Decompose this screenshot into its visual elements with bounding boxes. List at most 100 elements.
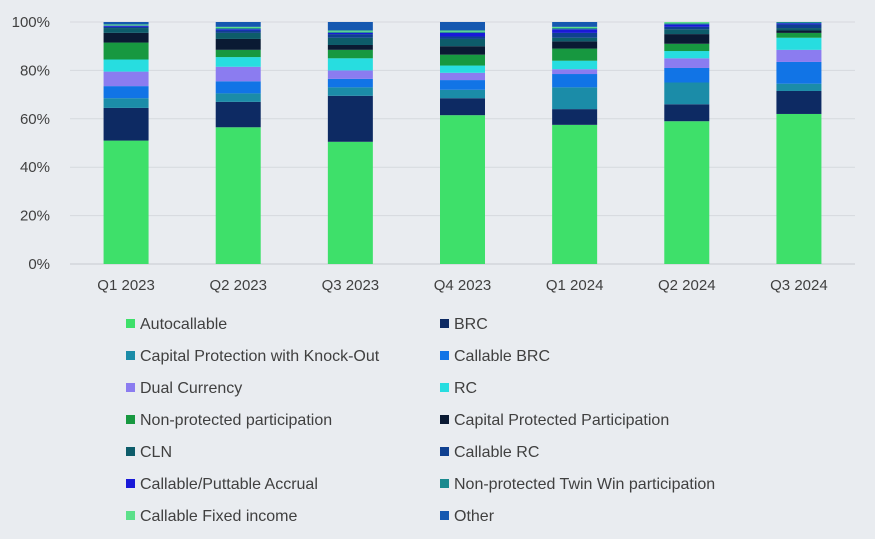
x-tick-label: Q1 2023	[97, 277, 155, 294]
bar-segment	[103, 26, 149, 29]
bar-segment	[440, 65, 485, 73]
bar-segment	[776, 24, 822, 29]
bar-segment	[215, 30, 261, 33]
x-axis-ticks: Q1 2023 Q2 2023 Q3 2023 Q4 2023 Q1 2024 Q2 20…	[97, 277, 827, 294]
y-tick-label: 0%	[28, 256, 50, 273]
bar-segment	[552, 109, 598, 125]
bar-segment	[215, 38, 261, 50]
bar-segment	[440, 54, 485, 66]
legend-item: Capital Protected Participation	[440, 412, 669, 429]
legend-item: RC	[440, 380, 477, 397]
bar-segment	[440, 38, 485, 47]
bar-segment	[776, 113, 822, 265]
bar-segment	[552, 37, 598, 42]
bar-segment	[215, 81, 261, 94]
bar-segment	[440, 30, 485, 32]
legend-swatch	[440, 351, 449, 360]
y-axis-ticks: 0% 20% 40% 60% 80% 100%	[12, 14, 50, 273]
legend-swatch	[126, 479, 135, 488]
bar-segment	[664, 22, 710, 24]
bar-segment	[552, 87, 598, 110]
bar-segment	[440, 115, 485, 264]
bar-segment	[103, 107, 149, 141]
bar-segment	[215, 22, 261, 27]
bar-segment	[440, 31, 485, 33]
legend-label: Capital Protected Participation	[454, 412, 669, 429]
bar-segment	[327, 22, 373, 31]
x-tick-label: Q3 2024	[770, 277, 828, 294]
legend-label: Dual Currency	[140, 380, 242, 397]
bars	[103, 22, 822, 265]
bar-segment	[440, 36, 485, 39]
legend-swatch	[126, 511, 135, 520]
x-tick-label: Q2 2023	[209, 277, 267, 294]
bar-segment	[103, 32, 149, 43]
bar-segment	[664, 82, 710, 105]
legend-item: Dual Currency	[126, 380, 242, 397]
bar-segment	[103, 140, 149, 264]
bar-segment	[552, 22, 598, 27]
bar-segment	[664, 58, 710, 68]
bar-segment	[215, 28, 261, 30]
bar-segment	[103, 25, 149, 27]
bar-segment	[327, 49, 373, 59]
bar-segment	[664, 51, 710, 59]
bar-segment	[552, 41, 598, 49]
legend-swatch	[126, 319, 135, 328]
legend-label: Other	[454, 508, 495, 525]
bar-segment	[103, 59, 149, 72]
y-tick-label: 20%	[20, 208, 50, 225]
bar-segment	[327, 58, 373, 71]
legend-label: RC	[454, 380, 477, 397]
bar-segment	[552, 74, 598, 88]
bar-segment	[664, 23, 710, 25]
bar-segment	[327, 95, 373, 142]
legend-label: Autocallable	[140, 316, 227, 333]
legend-label: Capital Protection with Knock-Out	[140, 348, 380, 365]
legend-label: Callable RC	[454, 444, 539, 461]
bar-segment	[776, 28, 822, 31]
bar-segment	[440, 80, 485, 90]
bar-segment	[664, 26, 710, 30]
bar-segment	[552, 48, 598, 61]
legend-item: Other	[440, 508, 495, 525]
legend-item: Callable BRC	[440, 348, 550, 365]
bar-segment	[327, 44, 373, 50]
bar-segment	[327, 78, 373, 88]
legend: Autocallable BRC Capital Protection with K…	[126, 316, 715, 525]
x-tick-label: Q3 2023	[322, 277, 380, 294]
y-tick-label: 60%	[20, 111, 50, 128]
bar-segment	[327, 30, 373, 32]
legend-item: BRC	[440, 316, 488, 333]
bar-segment	[327, 141, 373, 264]
legend-item: Autocallable	[126, 316, 227, 333]
x-tick-label: Q4 2023	[434, 277, 492, 294]
bar-segment	[776, 49, 822, 62]
bar-segment	[664, 104, 710, 122]
legend-item: CLN	[126, 444, 172, 461]
y-tick-label: 40%	[20, 159, 50, 176]
bar-segment	[776, 30, 822, 33]
legend-item: Non-protected participation	[126, 412, 332, 429]
bar-segment	[215, 26, 261, 29]
bar-segment	[103, 22, 149, 25]
legend-item: Callable Fixed income	[126, 508, 298, 525]
bar-segment	[215, 57, 261, 67]
bar-segment	[215, 101, 261, 128]
bar-segment	[215, 93, 261, 102]
legend-swatch	[126, 351, 135, 360]
legend-swatch	[440, 479, 449, 488]
bar-segment	[664, 67, 710, 83]
legend-swatch	[440, 319, 449, 328]
bar-segment	[552, 29, 598, 33]
bar-segment	[103, 98, 149, 108]
legend-label: Callable BRC	[454, 348, 550, 365]
bar-segment	[215, 66, 261, 82]
y-tick-label: 80%	[20, 62, 50, 79]
bar-segment	[552, 26, 598, 29]
bar-segment	[776, 37, 822, 50]
bar-segment	[327, 31, 373, 33]
bar-segment	[327, 70, 373, 79]
legend-swatch	[126, 447, 135, 456]
